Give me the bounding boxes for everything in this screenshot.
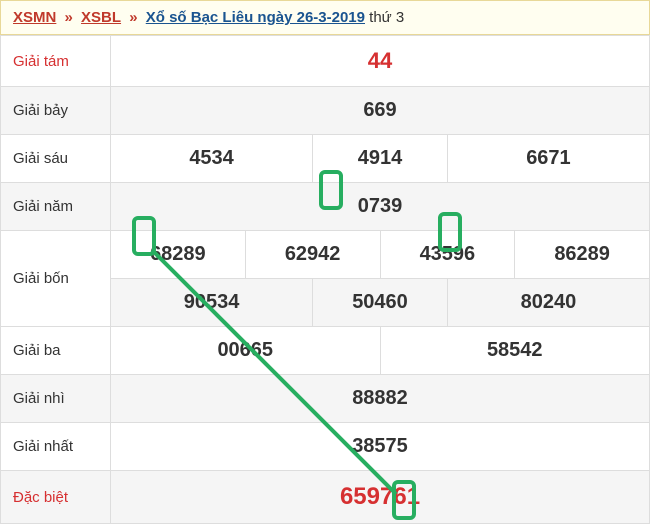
value-giai-ba-1: 00665 [111,327,381,375]
value-giai-bon-6: 50460 [313,279,448,327]
label-giai-ba: Giải ba [1,327,111,375]
label-giai-nhat: Giải nhất [1,423,111,471]
row-giai-bay: Giải bảy 669 [1,87,650,135]
value-giai-ba-2: 58542 [380,327,650,375]
label-giai-nhi: Giải nhì [1,375,111,423]
value-giai-bon-4: 86289 [515,231,650,279]
row-giai-tam: Giải tám 44 [1,36,650,87]
row-giai-nhi: Giải nhì 88882 [1,375,650,423]
row-dac-biet: Đặc biệt 659761 [1,471,650,524]
value-giai-bon-1: 68289 [111,231,246,279]
label-giai-bay: Giải bảy [1,87,111,135]
label-giai-nam: Giải năm [1,183,111,231]
value-giai-sau-1: 4534 [111,135,313,183]
value-giai-nam: 0739 [111,183,650,231]
row-giai-nhat: Giải nhất 38575 [1,423,650,471]
value-giai-bay: 669 [111,87,650,135]
value-giai-nhat: 38575 [111,423,650,471]
label-giai-bon: Giải bốn [1,231,111,327]
label-giai-sau: Giải sáu [1,135,111,183]
row-giai-bon-1: Giải bốn 68289 62942 43596 86289 [1,231,650,279]
value-giai-bon-7: 80240 [447,279,649,327]
highlight-box-1 [319,170,343,210]
breadcrumb-separator: » [65,9,73,26]
label-giai-tam: Giải tám [1,36,111,87]
value-giai-bon-2: 62942 [245,231,380,279]
lottery-results-table: Giải tám 44 Giải bảy 669 Giải sáu 4534 4… [0,35,650,524]
breadcrumb-link-3[interactable]: Xổ số Bạc Liêu ngày 26-3-2019 [146,9,365,26]
value-giai-sau-3: 6671 [447,135,649,183]
breadcrumb-header: XSMN » XSBL » Xổ số Bạc Liêu ngày 26-3-2… [0,0,650,35]
breadcrumb-link-2[interactable]: XSBL [81,9,121,26]
breadcrumb-separator: » [129,9,137,26]
value-giai-nhi: 88882 [111,375,650,423]
row-giai-ba: Giải ba 00665 58542 [1,327,650,375]
value-giai-tam: 44 [111,36,650,87]
highlight-box-2 [132,216,156,256]
value-dac-biet: 659761 [111,471,650,524]
value-giai-bon-5: 90534 [111,279,313,327]
label-dac-biet: Đặc biệt [1,471,111,524]
breadcrumb-suffix: thứ 3 [365,9,404,26]
breadcrumb-link-1[interactable]: XSMN [13,9,56,26]
highlight-box-4 [392,480,416,520]
highlight-box-3 [438,212,462,252]
